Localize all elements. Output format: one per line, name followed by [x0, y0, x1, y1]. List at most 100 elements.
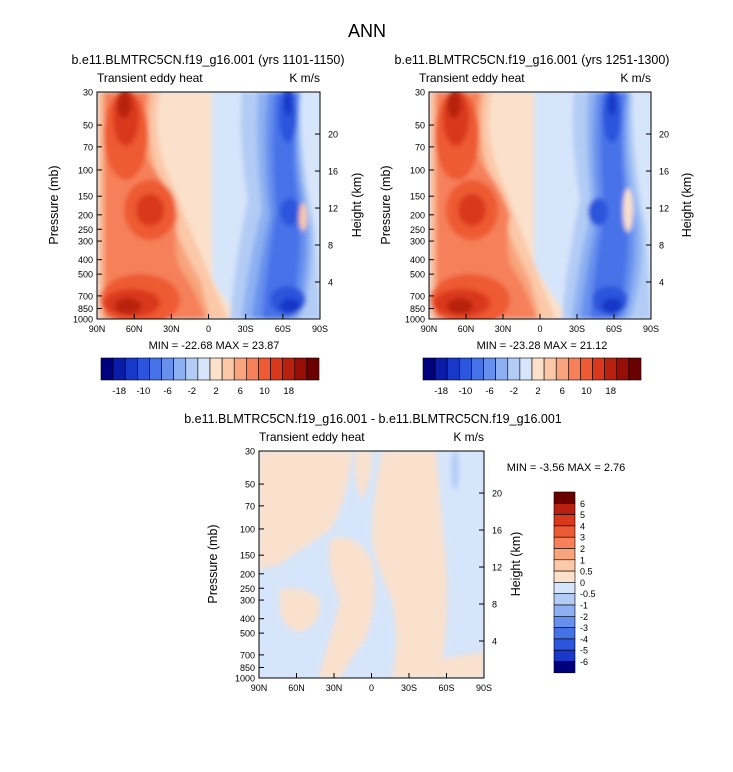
colorbar-swatch — [604, 357, 618, 381]
y-tick-label: 500 — [78, 270, 93, 280]
x-tick-label: 90N — [89, 324, 106, 334]
colorbar-swatch — [553, 638, 576, 651]
colorbar-label: 3 — [580, 533, 585, 543]
y-tick-label: 850 — [78, 304, 93, 314]
colorbar-swatch — [553, 627, 576, 640]
colorbar-swatch — [553, 661, 576, 674]
colorbar-label: 1 — [580, 555, 585, 565]
colorbar-swatch — [553, 604, 576, 617]
colorbar-label: 18 — [283, 386, 294, 397]
y2-tick-label: 16 — [328, 167, 338, 177]
colorbar-label: 10 — [259, 386, 270, 397]
panel-2-y2label: Height (km) — [680, 173, 694, 238]
y2-tick-label: 12 — [328, 204, 338, 214]
colorbar-swatch — [149, 357, 162, 381]
y-tick-label: 50 — [415, 121, 425, 131]
y2-tick-label: 12 — [659, 204, 669, 214]
colorbar-swatch — [197, 357, 211, 381]
y-tick-label: 400 — [78, 255, 93, 265]
colorbar-label: -18 — [112, 386, 126, 397]
panel-1: b.e11.BLMTRC5CN.f19_g16.001 (yrs 1101-11… — [47, 53, 364, 397]
colorbar-swatch — [282, 357, 296, 381]
y-tick-label: 100 — [410, 165, 425, 175]
colorbar-swatch — [233, 357, 247, 381]
y-tick-label: 700 — [78, 291, 93, 301]
panel-1-colorbar: -18 -10 -6 -2 2 6 10 18 — [100, 357, 320, 397]
panel-1-right-string: K m/s — [289, 71, 320, 85]
colorbar-swatch — [531, 357, 545, 381]
panel-2-field — [429, 92, 651, 319]
y-tick-label: 500 — [410, 270, 425, 280]
colorbar-swatch — [555, 357, 569, 381]
colorbar-swatch — [173, 357, 187, 381]
colorbar-swatch — [258, 357, 271, 381]
y-tick-label: 30 — [83, 88, 93, 98]
panel-2-right-string: K m/s — [620, 71, 651, 85]
colorbar-label: -1 — [580, 601, 588, 611]
colorbar-swatch — [270, 357, 283, 381]
panel-1-ylabel: Pressure (mb) — [47, 165, 61, 244]
y-tick-label: 50 — [83, 121, 93, 131]
colorbar-swatch — [294, 357, 308, 381]
colorbar-swatch — [459, 357, 472, 381]
y-tick-label: 50 — [245, 480, 255, 490]
y-tick-label: 200 — [240, 569, 255, 579]
y2-tick-label: 8 — [328, 241, 333, 251]
colorbar-swatch — [553, 491, 576, 504]
y2-tick-label: 4 — [328, 278, 333, 288]
y2-tick-label: 20 — [492, 489, 502, 499]
colorbar-swatch — [221, 357, 235, 381]
colorbar-swatch — [553, 525, 576, 538]
x-tick-label: 0 — [206, 324, 211, 334]
colorbar-swatch — [446, 357, 460, 381]
colorbar-label: -10 — [137, 386, 151, 397]
y-tick-label: 70 — [83, 142, 93, 152]
panel-1-minmax: MIN = -22.68 MAX = 23.87 — [149, 340, 280, 352]
colorbar-swatch — [483, 357, 496, 381]
x-tick-label: 90N — [421, 324, 438, 334]
colorbar-swatch — [616, 357, 630, 381]
colorbar-swatch — [553, 514, 576, 527]
panel-1-axes: 305070100150200250300400500700850100090N… — [73, 88, 338, 335]
y-tick-label: 700 — [410, 291, 425, 301]
colorbar-swatch — [553, 536, 576, 549]
panel-2-axes: 305070100150200250300400500700850100090N… — [405, 88, 669, 335]
colorbar-swatch — [553, 582, 576, 595]
colorbar-swatch — [100, 357, 114, 381]
colorbar-label: -6 — [485, 386, 493, 397]
colorbar-label: -6 — [580, 657, 588, 667]
y-tick-label: 850 — [240, 663, 255, 673]
panel-2-ylabel: Pressure (mb) — [379, 165, 393, 244]
colorbar-swatch — [112, 357, 126, 381]
y2-tick-label: 8 — [492, 600, 497, 610]
panel-1-title: b.e11.BLMTRC5CN.f19_g16.001 (yrs 1101-11… — [71, 53, 344, 67]
y-tick-label: 150 — [410, 192, 425, 202]
y-tick-label: 500 — [240, 629, 255, 639]
panel-2: b.e11.BLMTRC5CN.f19_g16.001 (yrs 1251-13… — [379, 53, 694, 397]
colorbar-swatch — [553, 559, 576, 572]
x-tick-label: 60S — [438, 683, 454, 693]
colorbar-swatch — [543, 357, 557, 381]
colorbar-label: 6 — [238, 386, 243, 397]
x-tick-label: 30S — [238, 324, 254, 334]
x-tick-label: 60S — [606, 324, 622, 334]
y2-tick-label: 20 — [659, 130, 669, 140]
y-tick-label: 150 — [240, 551, 255, 561]
colorbar-label: 0 — [580, 578, 585, 588]
y-tick-label: 250 — [410, 225, 425, 235]
panel-3-field — [259, 451, 484, 678]
colorbar-swatch — [306, 357, 320, 381]
colorbar-swatch — [434, 357, 448, 381]
y-tick-label: 250 — [78, 225, 93, 235]
panel-3-left-string: Transient eddy heat — [259, 430, 365, 444]
panel-2-title: b.e11.BLMTRC5CN.f19_g16.001 (yrs 1251-13… — [395, 53, 670, 67]
panel-1-y2label: Height (km) — [350, 173, 364, 238]
colorbar-swatch — [553, 570, 576, 583]
colorbar-swatch — [553, 502, 576, 515]
y2-tick-label: 20 — [328, 130, 338, 140]
colorbar-label: 2 — [580, 544, 585, 554]
panel-3-minmax: MIN = -3.56 MAX = 2.76 — [507, 462, 626, 474]
colorbar-swatch — [553, 593, 576, 606]
y-tick-label: 700 — [240, 650, 255, 660]
y-tick-label: 400 — [240, 614, 255, 624]
